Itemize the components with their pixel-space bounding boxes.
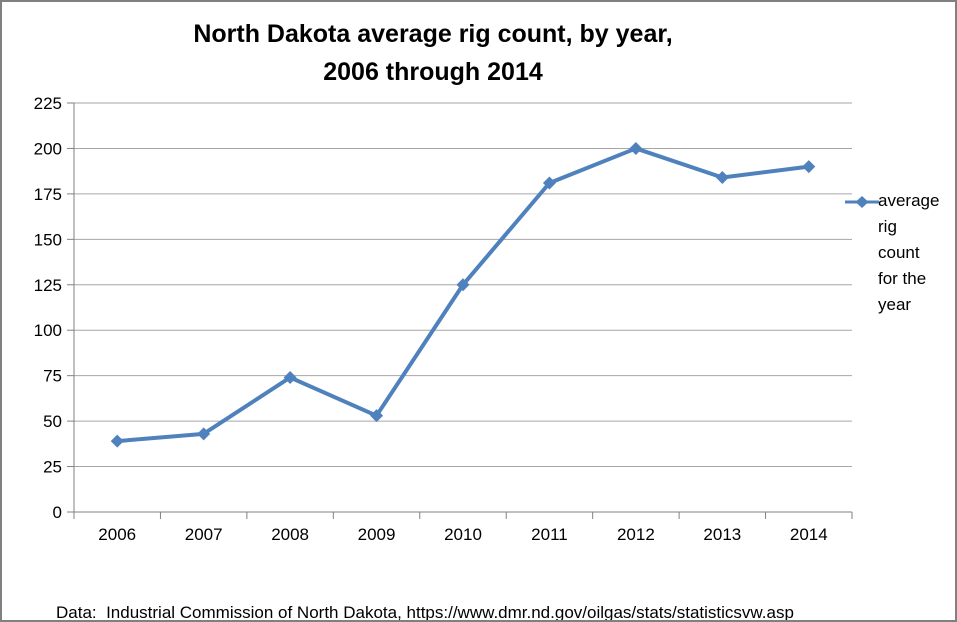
data-point-marker [542, 176, 556, 190]
legend-line-marker-icon [845, 196, 879, 208]
data-point-marker [283, 370, 297, 384]
data-point-marker [715, 171, 729, 185]
data-point-marker [629, 141, 643, 155]
y-tick-label: 75 [43, 367, 62, 386]
legend-label: average rig count for the year [878, 191, 940, 314]
legend-diamond-icon [855, 196, 869, 208]
chart-title-line1: North Dakota average rig count, by year, [193, 20, 673, 48]
source-line-data: Data: Industrial Commission of North Dak… [56, 603, 794, 622]
x-tick-label: 2009 [358, 525, 396, 544]
chart-title: North Dakota average rig count, by year,… [2, 15, 864, 91]
x-tick-label: 2010 [444, 525, 482, 544]
data-point-marker [197, 427, 211, 441]
data-point-marker [802, 160, 816, 174]
y-tick-label: 175 [34, 185, 62, 204]
chart-title-line2: 2006 through 2014 [323, 58, 543, 86]
y-tick-label: 225 [34, 94, 62, 113]
data-point-marker [110, 434, 124, 448]
x-tick-label: 2011 [531, 525, 568, 544]
x-tick-label: 2014 [790, 525, 828, 544]
x-tick-label: 2013 [703, 525, 741, 544]
y-tick-label: 125 [34, 276, 62, 295]
legend: average rig count for the year [845, 188, 940, 318]
data-point-marker [456, 278, 470, 292]
y-tick-label: 50 [43, 412, 62, 431]
source-note: Data: Industrial Commission of North Dak… [56, 548, 794, 622]
y-tick-label: 25 [43, 458, 62, 477]
x-tick-label: 2007 [185, 525, 223, 544]
y-tick-label: 100 [34, 321, 62, 340]
y-tick-label: 150 [34, 230, 62, 249]
x-tick-label: 2012 [617, 525, 655, 544]
series-line [115, 146, 811, 444]
y-tick-label: 200 [34, 139, 62, 158]
data-point-marker [370, 409, 384, 423]
x-tick-label: 2008 [271, 525, 309, 544]
y-tick-label: 0 [53, 503, 62, 522]
x-tick-label: 2006 [98, 525, 136, 544]
